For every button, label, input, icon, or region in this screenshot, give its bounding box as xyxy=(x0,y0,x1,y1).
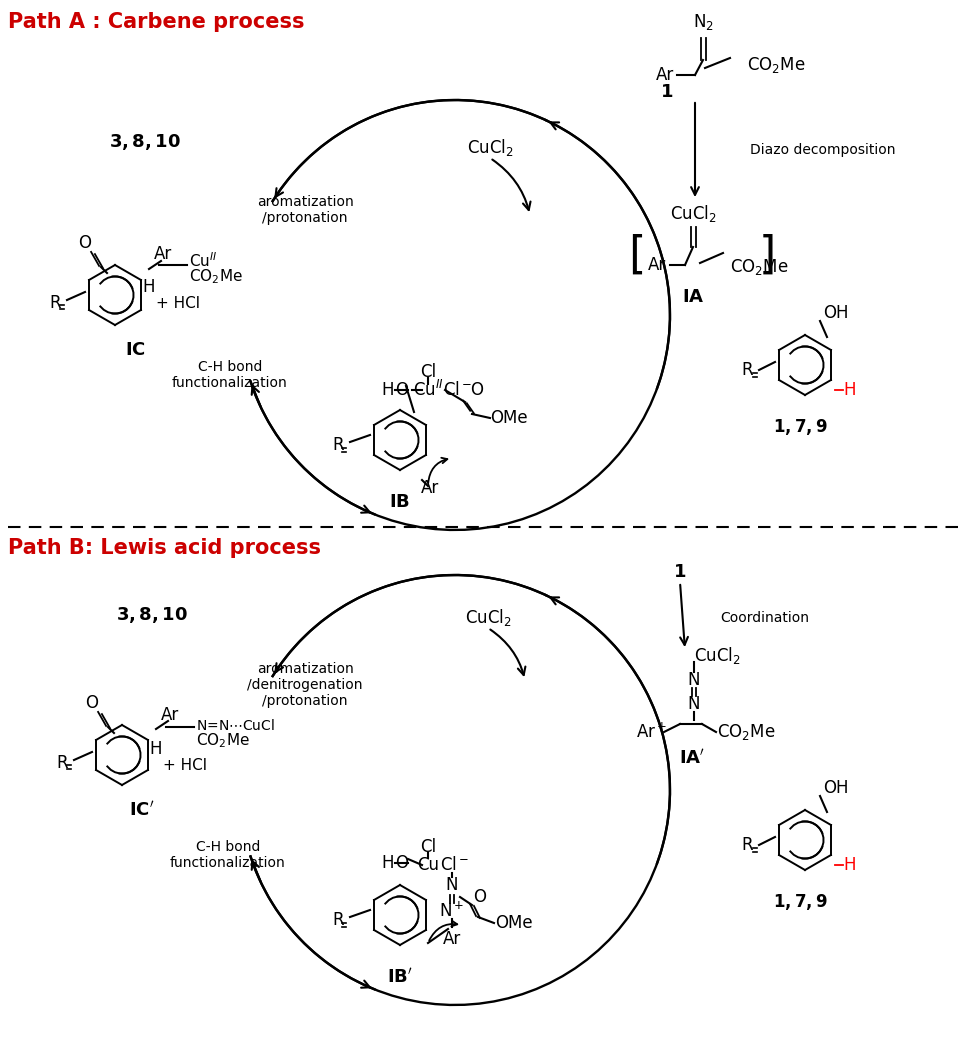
Text: H: H xyxy=(382,380,394,399)
Text: Ar: Ar xyxy=(648,256,666,274)
Text: N$_2$: N$_2$ xyxy=(693,12,713,32)
Text: $\mathbf{3, 8, 10}$: $\mathbf{3, 8, 10}$ xyxy=(116,605,188,625)
Text: O: O xyxy=(395,380,408,399)
Text: ]: ] xyxy=(759,234,775,276)
Text: CO$_2$Me: CO$_2$Me xyxy=(196,731,250,750)
Text: $\mathbf{IB'}$: $\mathbf{IB'}$ xyxy=(387,968,413,987)
Text: R: R xyxy=(741,362,753,379)
Text: Coordination: Coordination xyxy=(720,611,809,625)
Text: H: H xyxy=(150,740,163,758)
Text: Cl$^-$: Cl$^-$ xyxy=(443,380,472,399)
Text: H: H xyxy=(843,856,856,874)
Text: Ar: Ar xyxy=(161,706,179,724)
Text: [: [ xyxy=(628,234,646,276)
Text: Cl: Cl xyxy=(420,838,436,856)
Text: C-H bond
functionalization: C-H bond functionalization xyxy=(170,840,286,871)
Text: OMe: OMe xyxy=(490,409,528,427)
Text: Cu$^{II}$: Cu$^{II}$ xyxy=(189,252,217,270)
Text: Ar: Ar xyxy=(421,479,439,497)
Text: Cl$^-$: Cl$^-$ xyxy=(440,856,469,874)
Text: Cl: Cl xyxy=(420,363,436,380)
Text: $\mathbf{1}$: $\mathbf{1}$ xyxy=(673,563,687,581)
Text: O: O xyxy=(86,694,98,713)
FancyArrowPatch shape xyxy=(492,159,531,210)
FancyArrowPatch shape xyxy=(430,921,457,940)
Text: O: O xyxy=(79,234,92,252)
Text: O: O xyxy=(470,380,483,399)
Text: C-H bond
functionalization: C-H bond functionalization xyxy=(172,359,288,390)
Text: $\mathbf{1}$: $\mathbf{1}$ xyxy=(660,83,674,101)
Text: H: H xyxy=(382,854,394,872)
Text: + HCl: + HCl xyxy=(163,758,207,773)
Text: R: R xyxy=(332,911,344,929)
Text: CuCl$_2$: CuCl$_2$ xyxy=(467,137,513,158)
Text: $\mathbf{IA}$: $\mathbf{IA}$ xyxy=(682,288,704,306)
Text: O: O xyxy=(473,889,486,906)
Text: $\mathbf{3, 8, 10}$: $\mathbf{3, 8, 10}$ xyxy=(109,132,181,152)
Text: Cu: Cu xyxy=(417,856,439,874)
Text: aromatization
/protonation: aromatization /protonation xyxy=(256,195,354,226)
Text: Ar$^+$: Ar$^+$ xyxy=(636,722,667,742)
Text: N: N xyxy=(688,695,700,713)
Text: R: R xyxy=(332,436,344,454)
Text: $\mathbf{IB}$: $\mathbf{IB}$ xyxy=(390,493,410,511)
Text: N: N xyxy=(446,876,458,894)
Text: aromatization
/denitrogenation
/protonation: aromatization /denitrogenation /protonat… xyxy=(247,662,362,708)
Text: N$^+$: N$^+$ xyxy=(439,901,465,920)
Text: R: R xyxy=(56,754,68,772)
Text: $\mathbf{IC}$: $\mathbf{IC}$ xyxy=(125,341,145,359)
Text: OH: OH xyxy=(823,304,848,323)
Text: R: R xyxy=(50,294,60,312)
Text: Ar: Ar xyxy=(443,930,461,948)
Text: CO$_2$Me: CO$_2$Me xyxy=(717,722,775,742)
Text: H: H xyxy=(143,278,155,296)
Text: Diazo decomposition: Diazo decomposition xyxy=(750,143,895,157)
Text: OH: OH xyxy=(823,779,848,797)
Text: CuCl$_2$: CuCl$_2$ xyxy=(694,644,741,665)
Text: R: R xyxy=(741,836,753,854)
Text: + HCl: + HCl xyxy=(156,296,200,312)
Text: $\mathbf{IC'}$: $\mathbf{IC'}$ xyxy=(130,800,155,820)
Text: Path A : Carbene process: Path A : Carbene process xyxy=(8,12,305,32)
Text: N: N xyxy=(688,671,700,689)
Text: OMe: OMe xyxy=(495,914,533,932)
FancyArrowPatch shape xyxy=(429,457,447,483)
Text: H: H xyxy=(843,380,856,399)
Text: $\mathbf{IA'}$: $\mathbf{IA'}$ xyxy=(679,748,705,767)
Text: Ar: Ar xyxy=(656,66,674,84)
FancyArrowPatch shape xyxy=(692,103,699,195)
Text: $\mathbf{1, 7, 9}$: $\mathbf{1, 7, 9}$ xyxy=(772,892,827,912)
Text: CuCl$_2$: CuCl$_2$ xyxy=(465,607,511,628)
Text: O: O xyxy=(395,854,408,872)
Text: Ar: Ar xyxy=(154,245,172,264)
FancyArrowPatch shape xyxy=(490,629,525,675)
Text: CuCl$_2$: CuCl$_2$ xyxy=(669,202,717,223)
Text: Cu$^{II}$: Cu$^{II}$ xyxy=(413,379,443,401)
Text: $\mathbf{1, 7, 9}$: $\mathbf{1, 7, 9}$ xyxy=(772,417,827,437)
Text: Path B: Lewis acid process: Path B: Lewis acid process xyxy=(8,538,321,558)
Text: CO$_2$Me: CO$_2$Me xyxy=(189,268,243,287)
Text: N=N$\cdots$CuCl: N=N$\cdots$CuCl xyxy=(196,718,275,733)
FancyArrowPatch shape xyxy=(680,585,688,645)
Text: CO$_2$Me: CO$_2$Me xyxy=(747,55,805,75)
Text: CO$_2$Me: CO$_2$Me xyxy=(730,257,788,277)
